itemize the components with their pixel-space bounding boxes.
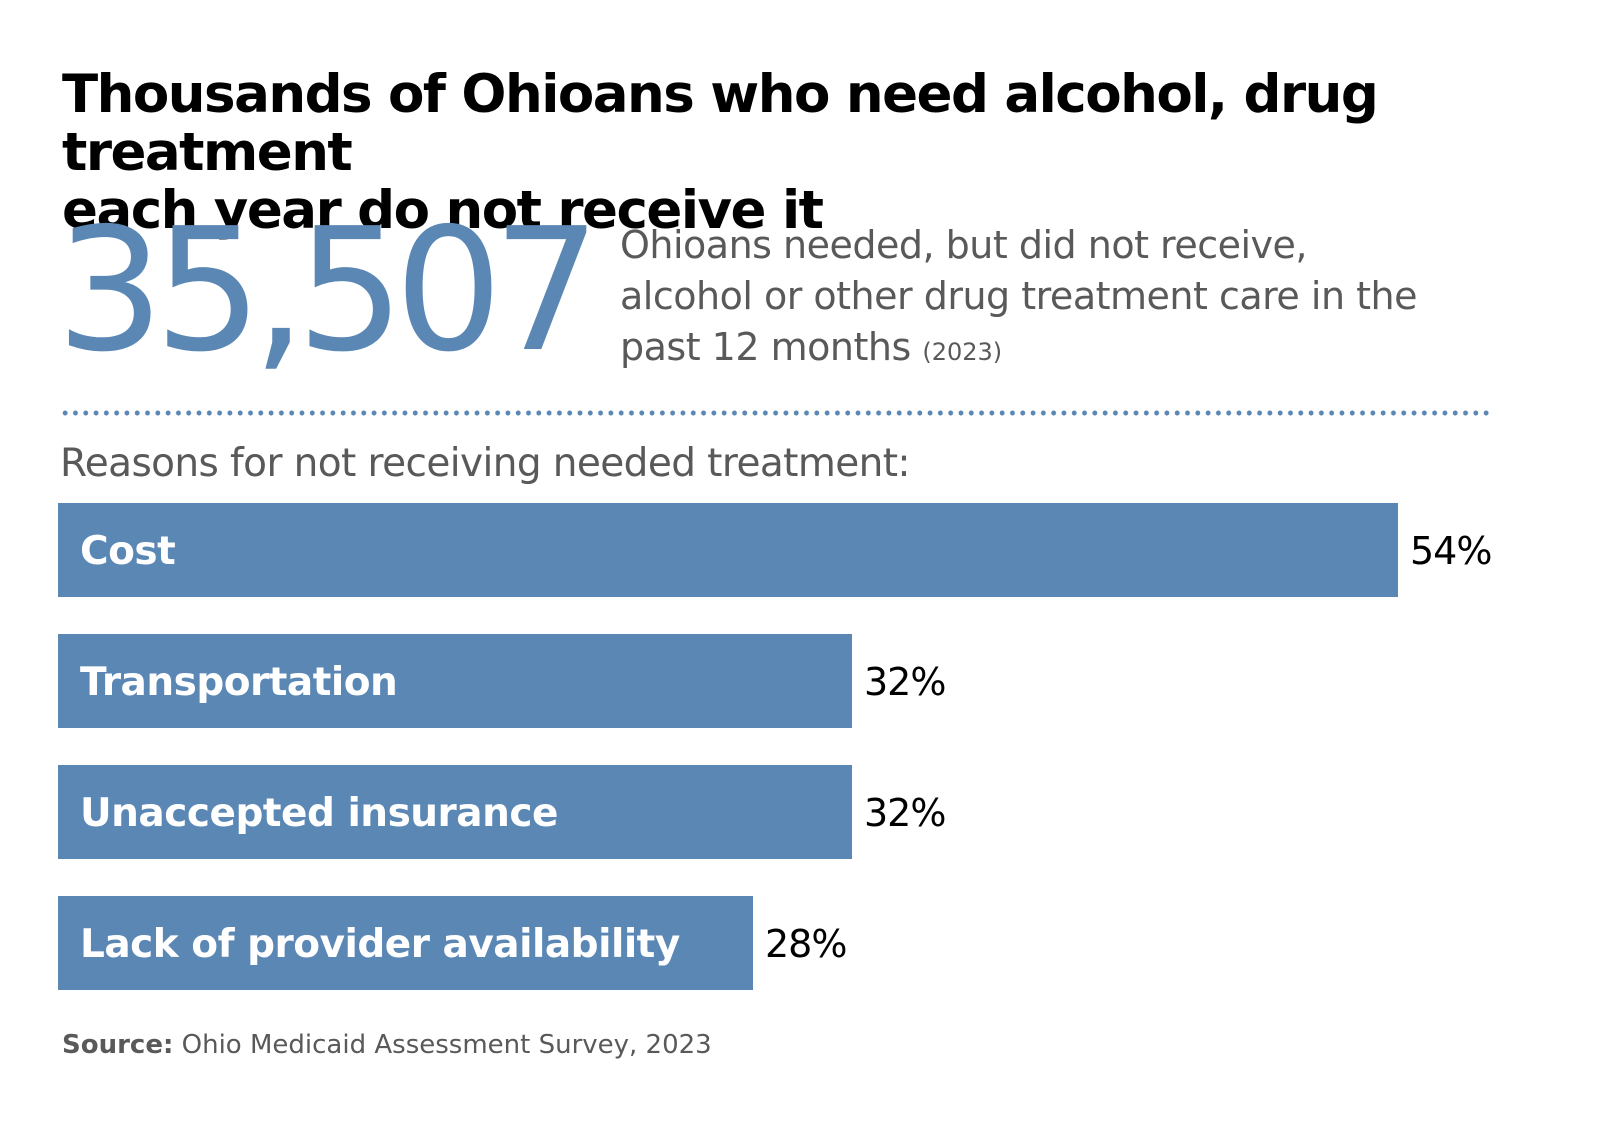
big-stat-description: Ohioans needed, but did not receive, alc…	[620, 220, 1520, 378]
stat-desc-line-2: alcohol or other drug treatment care in …	[620, 274, 1417, 318]
chart-title-line-2: each year do not receive it	[62, 180, 824, 241]
bar-transportation	[58, 634, 852, 728]
bar-category-label: Lack of provider availability	[80, 922, 680, 967]
source-note: Source: Ohio Medicaid Assessment Survey,…	[62, 1028, 712, 1062]
bar-value-label: 28%	[765, 922, 846, 966]
bar-value-label: 32%	[864, 791, 945, 835]
stat-desc-line-1: Ohioans needed, but did not receive,	[620, 223, 1308, 267]
bar-cost	[58, 503, 1398, 597]
source-label: Source:	[62, 1030, 174, 1060]
bar-value-label: 54%	[1410, 529, 1491, 573]
stat-desc-line-3: past 12 months	[620, 325, 911, 369]
big-stat-value: 35,507	[56, 192, 601, 390]
chart-title-line-1: Thousands of Ohioans who need alcohol, d…	[62, 64, 1379, 183]
dotted-divider	[60, 410, 1490, 416]
stat-year-note: (2023)	[922, 338, 1003, 366]
source-text: Ohio Medicaid Assessment Survey, 2023	[181, 1030, 712, 1060]
bar-unaccepted-insurance	[58, 765, 852, 859]
bar-category-label: Transportation	[80, 660, 397, 705]
bar-lack-of-provider-availability	[58, 896, 753, 990]
chart-title: Thousands of Ohioans who need alcohol, d…	[62, 66, 1562, 240]
bar-value-label: 32%	[864, 660, 945, 704]
bar-category-label: Unaccepted insurance	[80, 791, 558, 836]
bar-category-label: Cost	[80, 529, 175, 574]
section-heading: Reasons for not receiving needed treatme…	[60, 441, 911, 486]
